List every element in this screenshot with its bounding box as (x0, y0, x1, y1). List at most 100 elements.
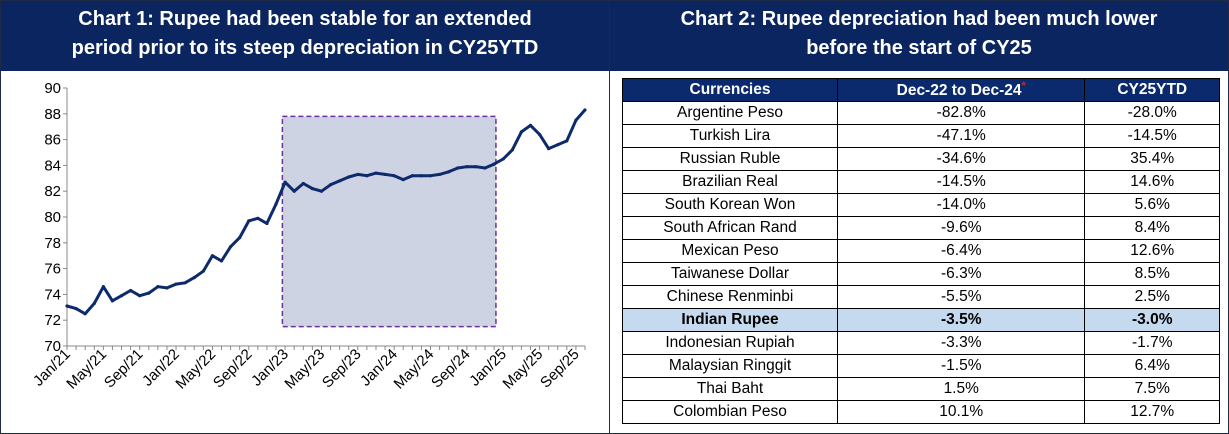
dec22-dec24-cell: -6.3% (836, 262, 1086, 286)
cy25ytd-cell: 6.4% (1084, 354, 1220, 378)
cy25ytd-cell: 8.5% (1084, 262, 1220, 286)
y-tick-label: 88 (44, 106, 61, 123)
cy25ytd-cell: 12.7% (1084, 400, 1220, 424)
x-tick-label: Sep/22 (210, 346, 256, 392)
data-point (74, 306, 78, 311)
x-tick-label: May/24 (391, 346, 438, 393)
x-tick-label: Sep/23 (319, 346, 365, 392)
table-row: Mexican Peso -6.4% 12.6% (622, 239, 1220, 263)
currency-cell: Chinese Renminbi (622, 285, 838, 309)
data-point (401, 177, 405, 182)
data-point (356, 172, 360, 177)
table-body: Argentine Peso -82.8% -28.0% Turkish Lira -4… (622, 101, 1220, 424)
y-tick-label: 80 (44, 209, 61, 226)
table-row: Indonesian Rupiah -3.3% -1.7% (622, 331, 1220, 355)
data-point (456, 166, 460, 170)
chart2-title: Chart 2: Rupee depreciation had been muc… (610, 1, 1228, 71)
data-point (556, 143, 560, 147)
data-point (347, 175, 351, 179)
dec22-dec24-cell: -3.3% (836, 331, 1086, 355)
cy25ytd-cell: 14.6% (1084, 170, 1220, 194)
data-point (265, 221, 269, 226)
currency-cell: Brazilian Real (622, 170, 838, 194)
cy25ytd-cell: -1.7% (1084, 331, 1220, 355)
data-point (65, 304, 69, 308)
data-point (465, 165, 469, 169)
cy25ytd-cell: -28.0% (1084, 101, 1220, 125)
currency-cell: Russian Ruble (622, 147, 838, 171)
dec22-dec24-cell: -47.1% (836, 124, 1086, 148)
dec22-dec24-cell: -1.5% (836, 354, 1086, 378)
currency-cell: Indian Rupee (622, 308, 838, 332)
data-point (519, 130, 523, 134)
chart2-title-line2: before the start of CY25 (806, 37, 1032, 59)
cy25ytd-cell: 12.6% (1084, 239, 1220, 263)
chart1-title-line1: Chart 1: Rupee had been stable for an ex… (78, 8, 532, 30)
dec22-dec24-cell: -5.5% (836, 285, 1086, 309)
data-point (183, 281, 187, 285)
currency-cell: Indonesian Rupiah (622, 331, 838, 355)
data-point (274, 202, 278, 206)
data-point (192, 276, 196, 280)
data-point (447, 170, 451, 174)
data-point (547, 147, 551, 151)
highlight-box (281, 115, 497, 328)
dec22-dec24-cell: -3.5% (836, 308, 1086, 332)
data-point (383, 172, 387, 177)
usd-inr-series-line (66, 108, 587, 316)
data-point (338, 179, 342, 183)
data-point (174, 282, 178, 286)
data-point (92, 301, 96, 306)
data-point (219, 259, 224, 263)
chart1-panel: Chart 1: Rupee had been stable for an ex… (0, 0, 610, 434)
dec22-dec24-cell: -14.5% (836, 170, 1086, 194)
data-point (574, 118, 578, 122)
data-point (201, 269, 205, 273)
dec22-dec24-cell: 1.5% (836, 377, 1086, 401)
y-tick-label: 70 (44, 338, 61, 355)
dec22-dec24-cell: -82.8% (836, 101, 1086, 125)
data-point (292, 189, 296, 193)
data-point (392, 174, 396, 178)
data-point (83, 312, 87, 316)
currency-cell: Colombian Peso (622, 400, 838, 424)
data-point (328, 183, 333, 187)
chart2-title-line1: Chart 2: Rupee depreciation had been muc… (680, 8, 1158, 30)
header-currencies: Currencies (622, 78, 838, 102)
cy25ytd-cell: -3.0% (1084, 308, 1220, 332)
data-point (210, 254, 215, 258)
currency-cell: Turkish Lira (622, 124, 838, 148)
cy25ytd-cell: -14.5% (1084, 124, 1220, 148)
table-header-row: Currencies Dec-22 to Dec-24* CY25YTD (622, 78, 1220, 102)
y-tick-label: 90 (44, 80, 61, 97)
data-point (119, 294, 124, 298)
chart2-panel: Chart 2: Rupee depreciation had been muc… (609, 0, 1229, 434)
y-tick-label: 82 (44, 183, 61, 200)
data-point (374, 171, 378, 175)
currency-cell: South African Rand (622, 216, 838, 240)
y-tick-label: 78 (44, 235, 61, 252)
currency-cell: Taiwanese Dollar (622, 262, 838, 286)
table-row: South Korean Won -14.0% 5.6% (622, 193, 1220, 217)
table-row: Taiwanese Dollar -6.3% 8.5% (622, 262, 1220, 286)
y-tick-label: 74 (44, 286, 61, 303)
data-point (110, 299, 115, 303)
cy25ytd-cell: 8.4% (1084, 216, 1220, 240)
currency-cell: Mexican Peso (622, 239, 838, 263)
asterisk-mark: * (1021, 79, 1026, 92)
table-row: South African Rand -9.6% 8.4% (622, 216, 1220, 240)
data-point (510, 148, 514, 152)
data-point (301, 181, 305, 186)
data-point (483, 166, 487, 170)
table-row: Chinese Renminbi -5.5% 2.5% (622, 285, 1220, 309)
data-point (528, 123, 533, 128)
header-cy25ytd: CY25YTD (1084, 78, 1220, 102)
data-point (256, 216, 260, 220)
data-point (501, 157, 505, 161)
data-point (310, 187, 314, 191)
data-point (147, 291, 151, 295)
currency-table: Currencies Dec-22 to Dec-24* CY25YTD Arg… (622, 78, 1220, 424)
x-tick-label: May/22 (172, 346, 219, 393)
currency-cell: South Korean Won (622, 193, 838, 217)
data-point (138, 294, 142, 298)
